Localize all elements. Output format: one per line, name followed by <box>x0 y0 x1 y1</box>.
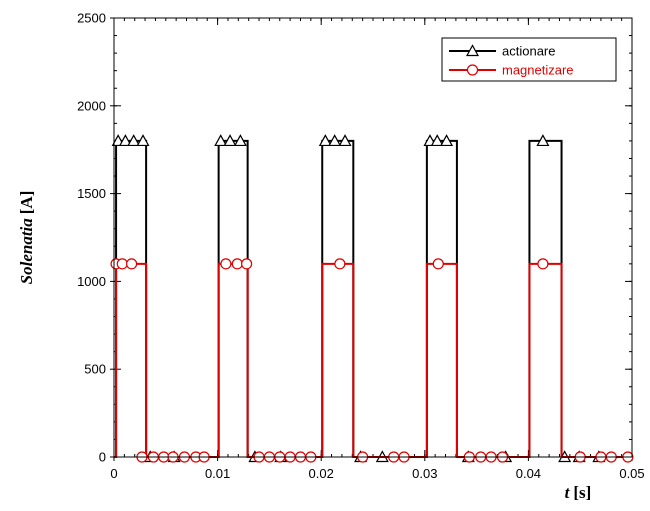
x-axis-unit: [s] <box>573 483 591 502</box>
y-tick-label: 2000 <box>77 98 106 113</box>
legend-label-actionare: actionare <box>502 44 555 59</box>
x-tick-label: 0.02 <box>309 466 334 481</box>
x-tick-label: 0.03 <box>412 466 437 481</box>
legend-label-magnetizare: magnetizare <box>502 63 574 78</box>
x-axis-symbol: t <box>565 483 571 502</box>
x-tick-label: 0.05 <box>619 466 644 481</box>
data-point-magnetizare <box>127 259 137 269</box>
major-ticks <box>110 18 632 461</box>
data-point-magnetizare <box>538 259 548 269</box>
x-tick-label: 0.04 <box>516 466 541 481</box>
y-tick-label: 1500 <box>77 186 106 201</box>
series-layer <box>111 135 633 462</box>
series-line-magnetizare <box>114 264 632 457</box>
data-point-magnetizare <box>335 259 345 269</box>
circle-marker-icon <box>468 65 478 75</box>
y-axis-title: Solenatia [A] <box>17 191 36 285</box>
y-tick-label: 0 <box>99 450 106 465</box>
data-point-magnetizare <box>242 259 252 269</box>
y-tick-label: 1000 <box>77 274 106 289</box>
series-magnetizare <box>111 259 633 462</box>
data-point-magnetizare <box>117 259 127 269</box>
x-tick-label: 0 <box>110 466 117 481</box>
series-line-actionare <box>114 141 632 457</box>
data-point-magnetizare <box>433 259 443 269</box>
y-axis-unit: [A] <box>17 191 36 215</box>
legend: actionare magnetizare <box>442 38 616 81</box>
data-point-magnetizare <box>221 259 231 269</box>
y-axis-symbol: Solenatia <box>17 218 36 285</box>
plot-area-frame <box>114 18 632 457</box>
y-tick-label: 500 <box>84 362 106 377</box>
series-actionare <box>113 135 632 461</box>
minor-ticks <box>114 18 632 457</box>
x-axis-title: t [s] <box>565 483 592 502</box>
y-tick-label: 2500 <box>77 11 106 26</box>
x-tick-label: 0.01 <box>205 466 230 481</box>
data-point-magnetizare <box>232 259 242 269</box>
